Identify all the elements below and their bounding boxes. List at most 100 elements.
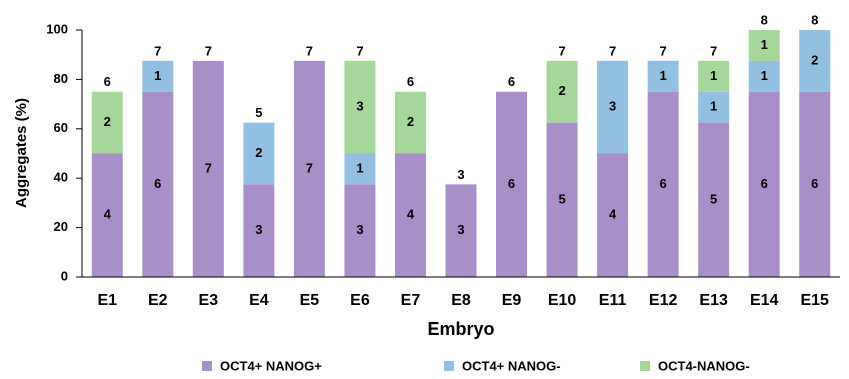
y-tick-label: 0	[61, 268, 68, 283]
x-tick-label: E9	[502, 292, 522, 309]
y-tick-label: 20	[54, 219, 68, 234]
bar-segment	[698, 122, 730, 277]
bar-segment	[243, 122, 275, 185]
segment-count-label: 1	[154, 68, 161, 83]
segment-count-label: 1	[710, 99, 717, 114]
x-axis-title: Embryo	[427, 319, 494, 339]
y-axis-title: Aggregates (%)	[13, 98, 30, 208]
total-label: 7	[710, 43, 717, 58]
total-label: 7	[154, 43, 161, 58]
x-tick-label: E5	[300, 292, 320, 309]
x-tick-label: E15	[800, 292, 829, 309]
segment-count-label: 6	[660, 176, 667, 191]
bar-segment	[647, 60, 679, 92]
segment-count-label: 6	[154, 176, 161, 191]
segment-count-label: 6	[811, 176, 818, 191]
x-tick-label: E3	[199, 292, 219, 309]
y-tick-label: 100	[46, 21, 68, 36]
total-label: 7	[356, 43, 363, 58]
total-label: 6	[104, 74, 111, 89]
bar-segment	[91, 153, 123, 277]
segment-count-label: 3	[356, 99, 363, 114]
y-tick-label: 40	[54, 170, 68, 185]
segment-count-label: 5	[710, 191, 717, 206]
legend-swatch	[202, 361, 212, 371]
segment-count-label: 3	[255, 222, 262, 237]
y-tick-label: 80	[54, 71, 68, 86]
bar-segment	[597, 153, 629, 277]
segment-count-label: 4	[609, 207, 617, 222]
segment-count-label: 1	[710, 68, 717, 83]
bar-segment	[394, 153, 426, 277]
total-label: 7	[205, 43, 212, 58]
legend-label: OCT4+ NANOG-	[462, 358, 561, 373]
total-label: 7	[306, 43, 313, 58]
bar-segment	[748, 60, 780, 92]
segment-count-label: 2	[558, 83, 565, 98]
bar-segment	[243, 184, 275, 277]
segment-count-label: 3	[356, 222, 363, 237]
total-label: 5	[255, 105, 262, 120]
x-tick-label: E6	[350, 292, 370, 309]
total-label: 7	[558, 43, 565, 58]
segment-count-label: 2	[104, 114, 111, 129]
x-tick-label: E2	[148, 292, 168, 309]
segment-count-label: 4	[104, 207, 112, 222]
segment-count-label: 6	[761, 176, 768, 191]
segment-count-label: 1	[761, 37, 768, 52]
bar-segment	[91, 91, 123, 154]
bar-segment	[546, 60, 578, 123]
bar-segment	[698, 91, 730, 123]
x-tick-label: E11	[599, 292, 627, 309]
legend-swatch	[640, 361, 650, 371]
total-label: 3	[457, 167, 464, 182]
segment-count-label: 1	[660, 68, 667, 83]
x-tick-label: E8	[451, 292, 471, 309]
segment-count-label: 6	[508, 176, 515, 191]
bar-segment	[597, 60, 629, 154]
segment-count-label: 7	[205, 160, 212, 175]
bar-segment	[647, 91, 679, 277]
segment-count-label: 7	[306, 160, 313, 175]
bar-segment	[799, 30, 831, 92]
segment-count-label: 3	[609, 99, 616, 114]
bar-segment	[142, 60, 174, 92]
x-tick-label: E12	[649, 292, 678, 309]
bar-segment	[293, 60, 325, 277]
total-label: 7	[660, 43, 667, 58]
total-label: 8	[761, 12, 768, 27]
legend-label: OCT4-NANOG-	[658, 358, 750, 373]
bar-segment	[799, 91, 831, 277]
bar-segment	[142, 91, 174, 277]
bar-segment	[496, 91, 528, 277]
segment-count-label: 2	[255, 145, 262, 160]
x-tick-label: E1	[97, 292, 117, 309]
y-tick-label: 60	[54, 120, 68, 135]
bar-segment	[344, 60, 376, 154]
bar-segment	[344, 184, 376, 277]
legend-swatch	[444, 361, 454, 371]
total-label: 6	[508, 74, 515, 89]
segment-count-label: 2	[811, 52, 818, 67]
total-label: 7	[609, 43, 616, 58]
bar-segment	[394, 91, 426, 154]
segment-count-label: 1	[761, 68, 768, 83]
legend-label: OCT4+ NANOG+	[220, 358, 322, 373]
x-tick-label: E14	[750, 292, 779, 309]
x-tick-label: E7	[401, 292, 421, 309]
segment-count-label: 2	[407, 114, 414, 129]
bar-segment	[192, 60, 224, 277]
total-label: 8	[811, 12, 818, 27]
segment-count-label: 3	[457, 222, 464, 237]
x-tick-label: E13	[699, 292, 728, 309]
bar-segment	[748, 30, 780, 61]
x-tick-label: E10	[548, 292, 577, 309]
segment-count-label: 1	[356, 160, 363, 175]
x-tick-label: E4	[249, 292, 269, 309]
bar-segment	[546, 122, 578, 277]
bar-segment	[344, 153, 376, 185]
bar-segment	[445, 184, 477, 277]
segment-count-label: 5	[558, 191, 565, 206]
